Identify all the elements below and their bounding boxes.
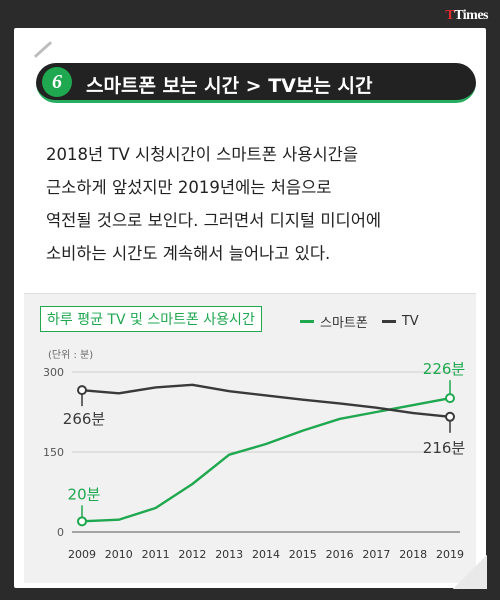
section-number-badge: 6 (42, 67, 72, 97)
x-tick-label: 2019 (436, 548, 464, 561)
infographic-card: 6 스마트폰 보는 시간 > TV보는 시간 2018년 TV 시청시간이 스마… (14, 28, 487, 589)
description-line: 소비하는 시간도 계속해서 늘어나고 있다. (46, 244, 331, 263)
y-tick-label: 150 (43, 446, 64, 459)
legend-label-smartphone: 스마트폰 (320, 316, 368, 331)
legend-item-tv: TV (381, 312, 419, 331)
description-line: 근소하게 앞섰지만 2019년에는 처음으로 (46, 178, 332, 197)
data-point-marker (445, 393, 455, 404)
y-tick-label: 300 (43, 366, 64, 379)
legend-label-tv: TV (401, 314, 419, 329)
logo-text: Times (454, 8, 488, 23)
y-tick-label: 0 (57, 526, 64, 539)
x-tick-label: 2012 (178, 548, 206, 561)
x-tick-label: 2013 (215, 548, 243, 561)
data-label: 226분 (423, 360, 466, 378)
x-tick-label: 2009 (68, 548, 96, 561)
unit-label: (단위 : 분) (48, 350, 94, 361)
line-chart: 0 150 300 2009 2010 2011 2012 2013 2014 2015 2016 2… (43, 360, 466, 561)
chart-panel: 하루 평균 TV 및 스마트폰 사용시간 스마트폰 TV (단위 : 분) 0 1… (24, 293, 476, 583)
pencil-icon (33, 41, 53, 58)
section-title: 스마트폰 보는 시간 > TV보는 시간 (86, 75, 373, 97)
x-tick-label: 2014 (252, 548, 280, 561)
x-tick-label: 2018 (399, 548, 427, 561)
legend-swatch-tv (381, 320, 396, 323)
data-label: 216분 (423, 439, 466, 457)
data-point-marker (77, 516, 87, 527)
x-tick-label: 2010 (105, 548, 133, 561)
series-line-tv (81, 383, 451, 418)
legend-swatch-smartphone (300, 320, 314, 323)
brand-logo: TTimes (445, 8, 488, 23)
data-label: 20분 (68, 485, 101, 503)
description-text: 2018년 TV 시청시간이 스마트폰 사용시간을 근소하게 앞섰지만 2019… (46, 138, 456, 270)
legend-item-smartphone: 스마트폰 (300, 312, 368, 331)
chart-title: 하루 평균 TV 및 스마트폰 사용시간 (40, 306, 262, 332)
data-point-marker (445, 411, 455, 422)
data-point-marker (77, 385, 87, 396)
x-tick-label: 2015 (289, 548, 317, 561)
x-tick-label: 2011 (142, 548, 170, 561)
description-line: 2018년 TV 시청시간이 스마트폰 사용시간을 (46, 145, 359, 164)
chart-legend: 스마트폰 TV (300, 312, 419, 331)
x-tick-label: 2017 (362, 548, 390, 561)
series-line-smartphone (81, 396, 451, 523)
x-tick-label: 2016 (326, 548, 354, 561)
description-line: 역전될 것으로 보인다. 그러면서 디지털 미디어에 (46, 211, 382, 230)
section-title-bar: 6 스마트폰 보는 시간 > TV보는 시간 (36, 63, 476, 103)
data-label: 266분 (63, 410, 106, 428)
